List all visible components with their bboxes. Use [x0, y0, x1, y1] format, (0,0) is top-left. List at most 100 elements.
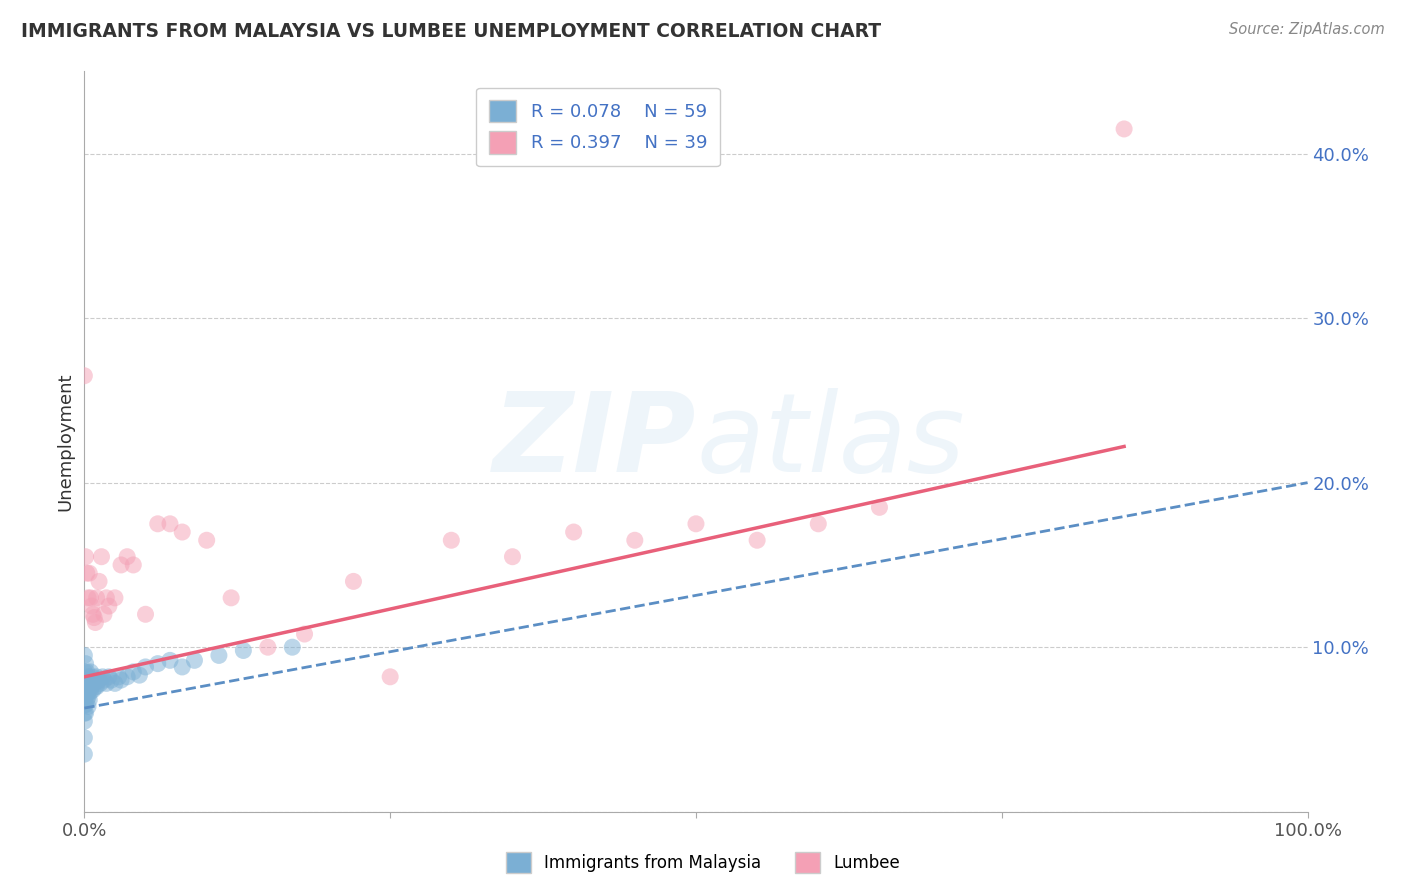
- Point: [195, 533, 218, 548]
- Point: [86, 670, 108, 684]
- Point: [86, 591, 108, 605]
- Point: [76, 686, 98, 700]
- Point: [183, 653, 205, 667]
- Point: [208, 648, 231, 663]
- Point: [73, 747, 96, 761]
- Y-axis label: Unemployment: Unemployment: [56, 372, 75, 511]
- Point: [73, 665, 96, 679]
- Point: [79, 591, 101, 605]
- Point: [77, 566, 100, 581]
- Point: [115, 670, 138, 684]
- Point: [96, 676, 118, 690]
- Point: [75, 549, 97, 564]
- Point: [76, 676, 98, 690]
- Point: [110, 673, 132, 687]
- Point: [115, 549, 138, 564]
- Point: [380, 670, 402, 684]
- Point: [80, 599, 103, 613]
- Point: [84, 615, 107, 630]
- Point: [502, 549, 524, 564]
- Point: [294, 627, 316, 641]
- Point: [159, 516, 181, 531]
- Point: [77, 591, 100, 605]
- Point: [73, 690, 96, 704]
- Point: [146, 516, 169, 531]
- Point: [77, 683, 100, 698]
- Text: Source: ZipAtlas.com: Source: ZipAtlas.com: [1229, 22, 1385, 37]
- Text: ZIP: ZIP: [492, 388, 696, 495]
- Point: [73, 714, 96, 729]
- Point: [76, 665, 98, 679]
- Point: [87, 673, 110, 687]
- Point: [75, 690, 97, 704]
- Point: [73, 706, 96, 720]
- Text: IMMIGRANTS FROM MALAYSIA VS LUMBEE UNEMPLOYMENT CORRELATION CHART: IMMIGRANTS FROM MALAYSIA VS LUMBEE UNEMP…: [21, 22, 882, 41]
- Point: [75, 657, 97, 671]
- Point: [89, 676, 111, 690]
- Point: [84, 680, 107, 694]
- Point: [83, 610, 105, 624]
- Point: [75, 673, 97, 687]
- Point: [440, 533, 463, 548]
- Point: [1114, 122, 1136, 136]
- Point: [77, 690, 100, 704]
- Point: [159, 653, 181, 667]
- Legend: Immigrants from Malaysia, Lumbee: Immigrants from Malaysia, Lumbee: [499, 846, 907, 880]
- Point: [869, 500, 891, 515]
- Point: [97, 670, 120, 684]
- Point: [82, 607, 104, 622]
- Point: [747, 533, 769, 548]
- Point: [93, 607, 115, 622]
- Point: [77, 693, 100, 707]
- Point: [79, 674, 101, 689]
- Point: [75, 698, 97, 712]
- Point: [257, 640, 280, 655]
- Point: [685, 516, 707, 531]
- Point: [281, 640, 304, 655]
- Point: [91, 670, 114, 684]
- Point: [75, 681, 97, 696]
- Text: atlas: atlas: [696, 388, 965, 495]
- Point: [135, 660, 157, 674]
- Point: [75, 706, 97, 720]
- Point: [110, 558, 132, 572]
- Point: [80, 670, 103, 684]
- Point: [80, 680, 103, 694]
- Point: [135, 607, 157, 622]
- Point: [73, 731, 96, 745]
- Point: [172, 524, 194, 539]
- Legend: R = 0.078    N = 59, R = 0.397    N = 39: R = 0.078 N = 59, R = 0.397 N = 39: [477, 87, 720, 166]
- Point: [79, 684, 101, 698]
- Point: [107, 670, 129, 684]
- Point: [128, 668, 150, 682]
- Point: [122, 665, 145, 679]
- Point: [100, 673, 122, 687]
- Point: [86, 680, 108, 694]
- Point: [83, 676, 105, 690]
- Point: [77, 699, 100, 714]
- Point: [97, 599, 120, 613]
- Point: [624, 533, 647, 548]
- Point: [73, 368, 96, 383]
- Point: [73, 681, 96, 696]
- Point: [172, 660, 194, 674]
- Point: [77, 680, 100, 694]
- Point: [104, 591, 127, 605]
- Point: [232, 643, 254, 657]
- Point: [73, 648, 96, 663]
- Point: [807, 516, 830, 531]
- Point: [77, 670, 100, 684]
- Point: [76, 566, 98, 581]
- Point: [82, 683, 104, 698]
- Point: [90, 549, 112, 564]
- Point: [79, 665, 101, 679]
- Point: [219, 591, 242, 605]
- Point: [87, 574, 110, 589]
- Point: [104, 676, 127, 690]
- Point: [77, 673, 100, 687]
- Point: [146, 657, 169, 671]
- Point: [562, 524, 585, 539]
- Point: [93, 673, 115, 687]
- Point: [96, 591, 118, 605]
- Point: [122, 558, 145, 572]
